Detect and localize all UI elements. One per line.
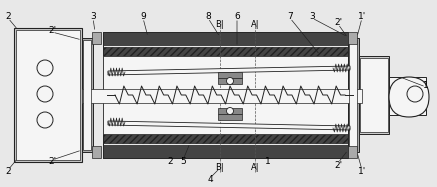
Bar <box>92 146 101 158</box>
Bar <box>103 56 348 134</box>
Text: 7: 7 <box>287 11 293 21</box>
Text: 9: 9 <box>140 11 146 21</box>
Bar <box>218 78 242 84</box>
Bar <box>103 134 348 143</box>
Text: 2': 2' <box>48 157 56 166</box>
Bar <box>218 72 242 78</box>
Text: 2': 2' <box>48 25 56 34</box>
Text: 2: 2 <box>167 157 173 166</box>
Text: 1: 1 <box>265 157 271 166</box>
Polygon shape <box>108 121 350 130</box>
Text: 1': 1' <box>358 168 366 177</box>
Bar <box>348 38 359 152</box>
Text: 1': 1' <box>358 11 366 21</box>
Bar <box>348 146 357 158</box>
Circle shape <box>407 86 423 102</box>
Circle shape <box>37 60 53 76</box>
Text: 2': 2' <box>334 160 342 169</box>
Text: B|: B| <box>215 19 224 28</box>
Bar <box>83 40 91 150</box>
Bar <box>103 145 348 158</box>
Bar <box>82 38 93 152</box>
Text: 1: 1 <box>423 80 429 90</box>
Text: 6: 6 <box>234 11 240 21</box>
Text: 2: 2 <box>5 168 11 177</box>
Text: B|: B| <box>215 163 224 172</box>
Text: 2: 2 <box>5 11 11 21</box>
Circle shape <box>37 86 53 102</box>
Bar <box>16 30 80 160</box>
Text: 5: 5 <box>180 157 186 166</box>
Bar <box>103 32 348 158</box>
Bar <box>389 77 426 115</box>
Bar <box>82 89 362 103</box>
Text: 4: 4 <box>207 176 213 185</box>
Text: 2': 2' <box>334 18 342 27</box>
Text: 8: 8 <box>205 11 211 21</box>
FancyBboxPatch shape <box>389 77 429 117</box>
Text: A|: A| <box>251 19 259 28</box>
Circle shape <box>37 112 53 128</box>
Text: A|: A| <box>251 163 259 172</box>
Bar <box>103 47 348 56</box>
Text: 3: 3 <box>90 11 96 21</box>
Polygon shape <box>108 66 350 75</box>
Bar <box>359 56 389 134</box>
Circle shape <box>226 108 233 114</box>
Text: 3: 3 <box>309 11 315 21</box>
Bar <box>14 28 82 162</box>
Bar <box>348 32 357 44</box>
Bar <box>218 114 242 120</box>
Bar <box>92 32 101 44</box>
Bar <box>349 40 357 150</box>
Bar <box>103 32 348 45</box>
Bar <box>218 108 242 114</box>
Bar <box>360 58 388 132</box>
Circle shape <box>226 77 233 85</box>
